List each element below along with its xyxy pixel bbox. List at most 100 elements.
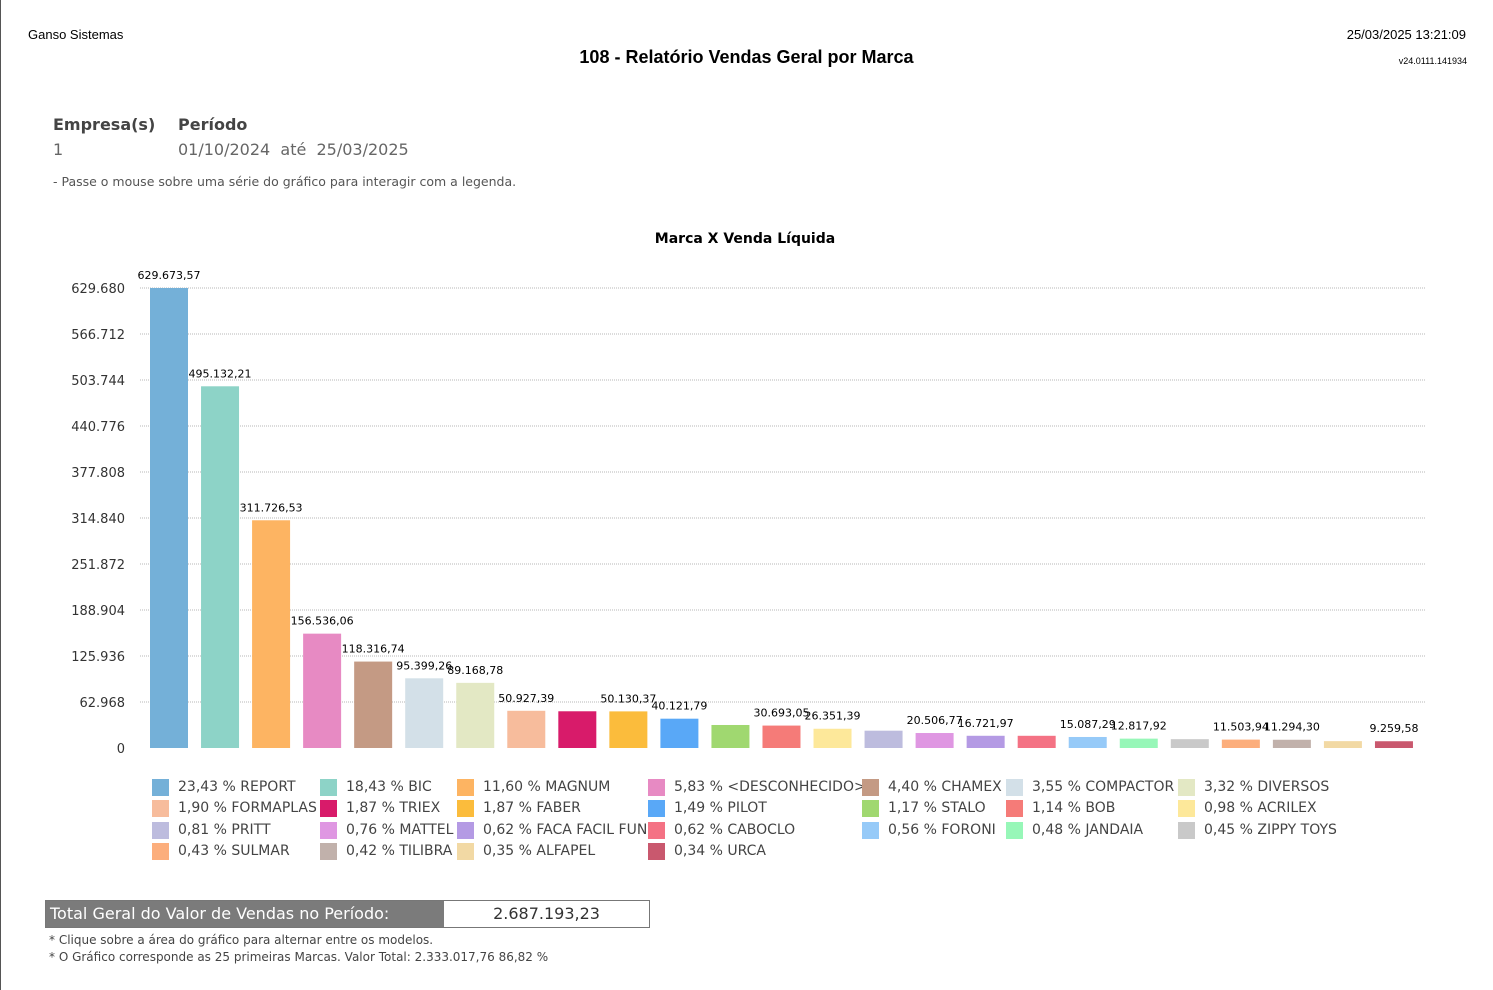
- legend-item[interactable]: 5,83 % <DESCONHECIDO>: [648, 778, 866, 796]
- y-tick-label: 566.712: [71, 328, 125, 343]
- y-tick-label: 251.872: [71, 558, 125, 573]
- legend-label: 5,83 % <DESCONHECIDO>: [674, 779, 866, 795]
- legend-item[interactable]: 1,90 % FORMAPLAS: [152, 799, 317, 817]
- legend-label: 0,35 % ALFAPEL: [483, 843, 596, 859]
- bar-value-label: 629.673,57: [138, 269, 201, 282]
- legend-item[interactable]: 0,62 % CABOCLO: [648, 821, 795, 839]
- legend-label: 1,14 % BOB: [1032, 800, 1116, 816]
- bar-tilibra[interactable]: [1272, 739, 1311, 748]
- bar-value-label: 95.399,26: [396, 659, 452, 672]
- bar-caboclo[interactable]: [1017, 735, 1056, 748]
- legend-swatch: [862, 778, 879, 796]
- legend-item[interactable]: 0,81 % PRITT: [152, 821, 271, 839]
- bar-faber[interactable]: [609, 711, 648, 748]
- bar-mattel[interactable]: [915, 733, 954, 748]
- legend-item[interactable]: 3,55 % COMPACTOR: [1006, 778, 1174, 796]
- legend-item[interactable]: 0,98 % ACRILEX: [1178, 799, 1317, 817]
- bar-bob[interactable]: [762, 725, 801, 748]
- legend-item[interactable]: 4,40 % CHAMEX: [862, 778, 1002, 796]
- legend-swatch: [320, 799, 337, 817]
- legend-item[interactable]: 0,34 % URCA: [648, 842, 766, 860]
- bar-alfapel[interactable]: [1323, 741, 1362, 748]
- legend-item[interactable]: 0,56 % FORONI: [862, 821, 996, 839]
- bar-pilot[interactable]: [660, 718, 699, 748]
- gridlines: [140, 287, 1425, 703]
- bar-jandaia[interactable]: [1119, 738, 1158, 748]
- legend-item[interactable]: 0,43 % SULMAR: [152, 842, 290, 860]
- bar-value-label: 20.506,77: [907, 714, 963, 727]
- bar-faca-facil-fun[interactable]: [966, 735, 1005, 748]
- bar-chamex[interactable]: [354, 661, 393, 748]
- legend-item[interactable]: 0,45 % ZIPPY TOYS: [1178, 821, 1337, 839]
- bar-zippy-toys[interactable]: [1170, 739, 1209, 748]
- bar-value-label: 15.087,29: [1060, 718, 1116, 731]
- legend-item[interactable]: 1,87 % TRIEX: [320, 799, 440, 817]
- legend-label: 0,76 % MATTEL: [346, 822, 454, 838]
- legend-item[interactable]: 1,17 % STALO: [862, 799, 986, 817]
- bar-acrilex[interactable]: [813, 728, 852, 748]
- legend-swatch: [648, 842, 665, 860]
- legend-swatch: [1006, 778, 1023, 796]
- legend-item[interactable]: 1,87 % FABER: [457, 799, 581, 817]
- legend-item[interactable]: 0,62 % FACA FACIL FUN: [457, 821, 647, 839]
- legend-label: 23,43 % REPORT: [178, 779, 296, 795]
- periodo-end: 25/03/2025: [316, 140, 409, 159]
- chart-title: Marca X Venda Líquida: [655, 231, 835, 247]
- legend-swatch: [1178, 821, 1195, 839]
- bar-magnum[interactable]: [252, 520, 291, 748]
- data-labels: 629.673,57 495.132,21 311.726,53 156.536,06…: [138, 269, 1419, 735]
- total-value: 2.687.193,23: [493, 904, 600, 923]
- legend-label: 0,98 % ACRILEX: [1204, 800, 1317, 816]
- bar-foroni[interactable]: [1068, 736, 1107, 748]
- empresa-value: 1: [53, 140, 64, 159]
- report-title: 108 - Relatório Vendas Geral por Marca: [579, 47, 914, 67]
- legend-swatch: [648, 778, 665, 796]
- y-tick-label: 314.840: [71, 512, 125, 527]
- legend-label: 1,87 % FABER: [483, 800, 581, 816]
- periodo-separator: até: [280, 140, 307, 159]
- bar-pritt[interactable]: [864, 730, 903, 748]
- legend-swatch: [320, 842, 337, 860]
- legend-item[interactable]: 0,42 % TILIBRA: [320, 842, 452, 860]
- version-label: v24.0111.141934: [1398, 56, 1467, 66]
- bar-value-label: 11.503,94: [1213, 721, 1269, 734]
- bar-desconhecido[interactable]: [303, 633, 342, 748]
- legend-item[interactable]: 0,48 % JANDAIA: [1006, 821, 1143, 839]
- legend-label: 0,34 % URCA: [674, 843, 767, 859]
- bar-sulmar[interactable]: [1221, 739, 1260, 748]
- legend-swatch: [457, 778, 474, 796]
- legend-swatch: [152, 799, 169, 817]
- legend-swatch: [1178, 799, 1195, 817]
- legend-item[interactable]: 1,14 % BOB: [1006, 799, 1115, 817]
- legend-swatch: [648, 821, 665, 839]
- legend-label: 18,43 % BIC: [346, 779, 432, 795]
- bar-bic[interactable]: [201, 386, 240, 748]
- bar-triex[interactable]: [558, 711, 597, 748]
- y-tick-label: 377.808: [71, 466, 125, 481]
- bar-diversos[interactable]: [456, 682, 495, 748]
- y-tick-label: 503.744: [71, 374, 125, 389]
- bar-chart[interactable]: 0 62.968 125.936 188.904 251.872 314.840 377.8…: [0, 0, 1493, 770]
- report-datetime: 25/03/2025 13:21:09: [1346, 27, 1466, 42]
- bar-urca[interactable]: [1374, 741, 1413, 748]
- legend-item[interactable]: 11,60 % MAGNUM: [457, 778, 610, 796]
- company-name: Ganso Sistemas: [28, 27, 124, 42]
- total-label: Total Geral do Valor de Vendas no Períod…: [46, 901, 444, 927]
- legend-swatch: [320, 821, 337, 839]
- bar-formaplas[interactable]: [507, 710, 546, 748]
- bar-compactor[interactable]: [405, 678, 444, 748]
- legend-item[interactable]: 3,32 % DIVERSOS: [1178, 778, 1329, 796]
- legend-item[interactable]: 1,49 % PILOT: [648, 799, 767, 817]
- bars[interactable]: [150, 288, 1413, 748]
- legend-item[interactable]: 0,35 % ALFAPEL: [457, 842, 595, 860]
- bar-report[interactable]: [150, 288, 188, 748]
- legend-item[interactable]: 23,43 % REPORT: [152, 778, 296, 796]
- bar-stalo[interactable]: [711, 724, 750, 748]
- legend-label: 1,87 % TRIEX: [346, 800, 441, 816]
- bar-value-label: 12.817,92: [1111, 720, 1167, 733]
- bar-value-label: 495.132,21: [189, 367, 252, 380]
- legend-item[interactable]: 0,76 % MATTEL: [320, 821, 453, 839]
- periodo-value: 01/10/2024 até 25/03/2025: [178, 140, 409, 159]
- legend-item[interactable]: 18,43 % BIC: [320, 778, 432, 796]
- legend-swatch: [862, 821, 879, 839]
